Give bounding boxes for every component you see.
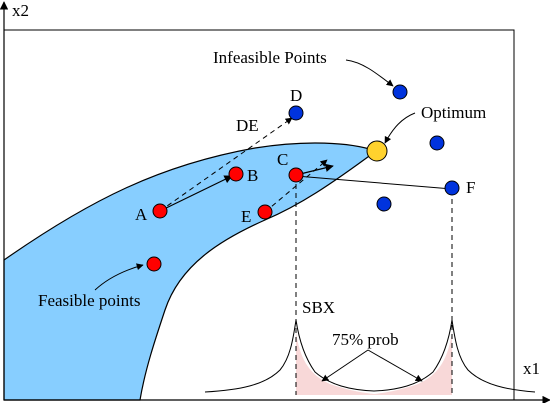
infeasible-point-1 (392, 84, 408, 100)
prob-arrow-left (321, 349, 369, 382)
arrow-a-to-b (159, 175, 233, 212)
infeasible-point-2 (429, 135, 445, 151)
optimum-point (366, 140, 388, 162)
point-a (152, 203, 168, 219)
prob-label: 75% prob (332, 330, 399, 349)
point-a-label: A (135, 205, 148, 224)
point-b-label: B (247, 166, 258, 185)
de-arrow-e-to-c (264, 159, 328, 213)
infeasible-point-3 (376, 196, 392, 212)
point-b (228, 166, 244, 182)
feasible-region (3, 142, 378, 401)
infeasible-pointer-arrow (345, 59, 394, 87)
point-d-label: D (290, 86, 302, 105)
feasible-points-label: Feasible points (38, 291, 140, 310)
sbx-label: SBX (302, 298, 335, 317)
prob-arrow-right (367, 349, 423, 382)
point-feasible-lower (146, 256, 162, 272)
point-e (257, 204, 273, 220)
point-f (444, 180, 460, 196)
point-c-label: C (277, 150, 288, 169)
de-label: DE (236, 116, 259, 135)
infeasible-points-label: Infeasible Points (213, 48, 327, 67)
sbx-distribution-curve (204, 319, 536, 393)
point-d (288, 105, 304, 121)
sbx-distribution-fill (296, 332, 452, 395)
y-axis-label: x2 (12, 1, 29, 20)
point-c (288, 167, 304, 183)
point-f-label: F (466, 178, 475, 197)
optimum-label: Optimum (421, 103, 486, 122)
optimum-pointer-arrow (384, 112, 416, 144)
line-c-to-f (295, 175, 453, 190)
point-e-label: E (241, 207, 251, 226)
feasible-pointer-arrow (94, 263, 144, 291)
x-axis-label: x1 (523, 359, 540, 378)
